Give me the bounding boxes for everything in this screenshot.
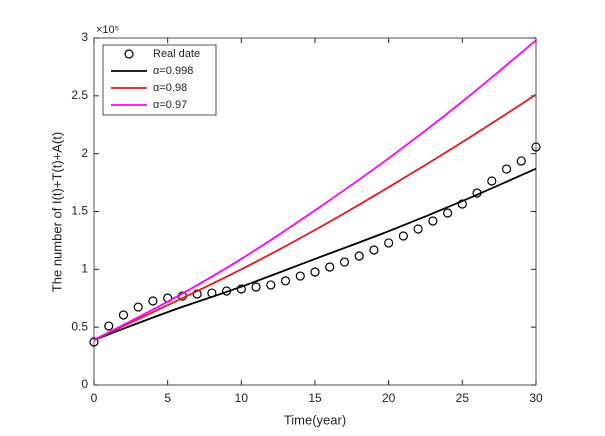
data-point [384,238,394,248]
legend-label: α=0.998 [153,65,193,77]
data-point [104,321,114,331]
data-point [398,231,408,241]
y-tick-label: 0 [81,377,88,391]
y-tick-label: 2 [81,146,88,160]
data-point [295,271,305,281]
x-tick-label: 15 [308,391,322,405]
y-tick-label: 0.5 [71,319,88,333]
data-point [428,216,438,226]
y-tick-label: 1 [81,262,88,276]
series-line [93,39,537,341]
data-point [310,267,320,277]
x-tick-label: 0 [91,391,98,405]
series-line [93,93,537,341]
data-point [89,337,99,347]
data-point [413,224,423,234]
data-point [516,156,526,166]
data-point [487,176,497,186]
legend-label: Real date [153,48,200,60]
data-point [339,257,350,267]
y-multiplier: ×10⁵ [96,24,119,36]
data-point [118,310,129,320]
x-axis-label: Time(year) [284,412,346,427]
data-point [280,276,291,286]
series-line [93,167,537,341]
x-tick-label: 10 [235,391,249,405]
y-tick-label: 1.5 [71,204,88,218]
data-point [501,164,512,174]
x-tick-label: 20 [382,391,396,405]
data-point [266,280,276,290]
legend-label: α=0.98 [153,82,187,94]
y-tick-label: 2.5 [71,88,88,102]
legend-marker [124,49,134,59]
x-tick-label: 5 [164,391,171,405]
data-point [443,208,453,218]
data-point [354,251,364,261]
data-point [531,142,541,152]
data-point [325,262,335,272]
legend-label: α=0.97 [153,99,187,111]
data-point [133,302,143,312]
y-tick-label: 3 [81,30,88,44]
legend-box [102,44,217,116]
y-axis-label: The number of I(t)+T(t)+A(t) [49,132,64,292]
data-point [148,296,158,306]
data-point [251,282,261,292]
data-point [369,245,379,255]
x-tick-label: 25 [456,391,470,405]
data-point [457,199,467,209]
x-tick-label: 30 [529,391,543,405]
